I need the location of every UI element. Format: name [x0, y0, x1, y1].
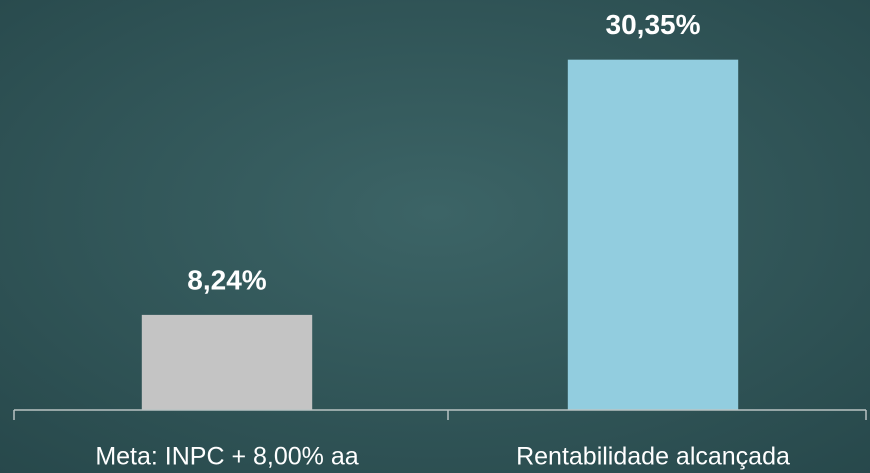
plot-area: Meta: INPC + 8,00% aa 8,24% Rentabilidade … [95, 9, 790, 471]
x-tick-label: Meta: INPC + 8,00% aa [95, 443, 358, 471]
bar [567, 59, 739, 410]
value-label: 30,35% [606, 9, 701, 40]
value-label: 8,24% [187, 264, 266, 295]
x-tick-label: Rentabilidade alcançada [516, 443, 790, 471]
bar [141, 314, 313, 410]
